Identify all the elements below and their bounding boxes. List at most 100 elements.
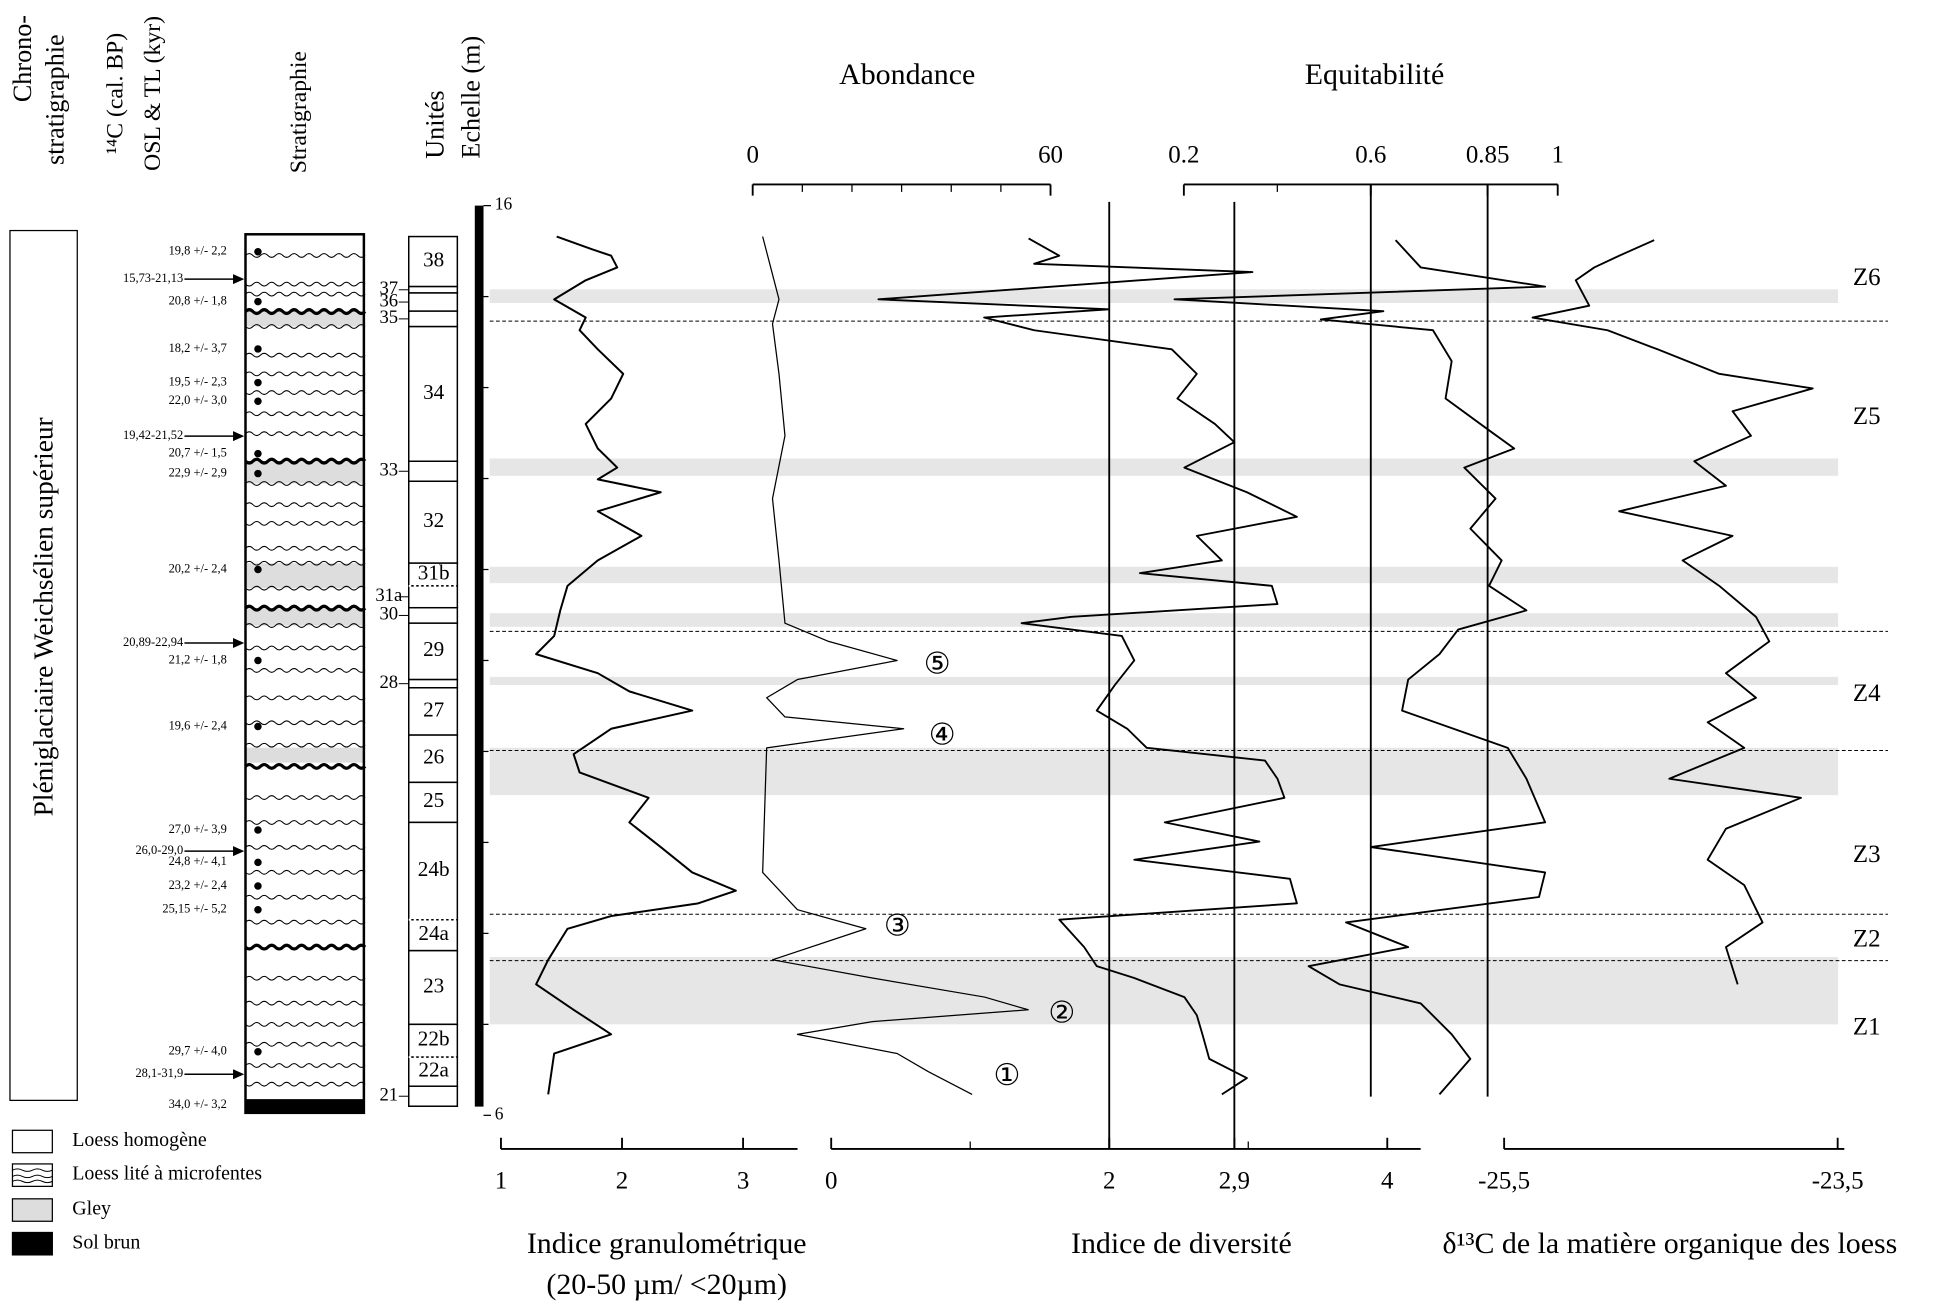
axis-tick-label: 2: [616, 1167, 628, 1194]
osl-date: 22,0 +/- 3,0: [169, 393, 227, 407]
unit: [407, 678, 459, 689]
zone-label: Z6: [1853, 264, 1881, 291]
axis-tick-label: -23,5: [1812, 1167, 1864, 1194]
unit-label: 37: [379, 278, 398, 299]
sample-dot: [254, 469, 262, 478]
unit-label: 32: [423, 508, 444, 532]
strat-line: [245, 1081, 366, 1087]
axis-title: Equitabilité: [1305, 58, 1444, 91]
unit-label: 26: [423, 745, 444, 769]
sample-dot: [254, 297, 262, 306]
c14-arrowhead: [233, 431, 245, 442]
legend-label: Sol brun: [72, 1231, 140, 1253]
axis-tick-label: 2,9: [1219, 1167, 1250, 1194]
peak-label: ③: [884, 909, 911, 942]
unit-label: 30: [379, 604, 398, 625]
unit-label: 29: [423, 637, 444, 661]
axis-tick-label: -25,5: [1478, 1167, 1530, 1194]
gley-band: [489, 613, 1839, 627]
header: Chrono-: [8, 15, 37, 102]
unit-label: 34: [423, 380, 445, 404]
c14-arrowhead: [233, 274, 245, 285]
legend-label: Gley: [72, 1198, 111, 1220]
unit-label: 27: [423, 697, 444, 721]
unit: [407, 325, 459, 462]
strat-line: [245, 253, 366, 258]
strat-line: [245, 521, 366, 526]
strat-line: [244, 762, 367, 770]
curve: [762, 236, 1029, 1095]
axis-tick-label: 0.85: [1466, 142, 1510, 169]
strat-line: [245, 390, 366, 395]
chrono-label: Pléniglaciaire Weichsélien supérieur: [28, 417, 58, 816]
osl-date: 20,8 +/- 1,8: [169, 293, 227, 307]
unit-label: 28: [379, 672, 398, 693]
strat-line: [245, 352, 366, 358]
unit-label: 36: [379, 290, 398, 311]
strat-line: [245, 645, 366, 651]
unit: [407, 949, 459, 1026]
content: Chrono-stratigraphie ¹⁴C (cal. BP) OSL & T…: [8, 15, 1897, 1301]
sample-dot: [254, 858, 262, 867]
unit-label: 35: [379, 307, 398, 328]
gley-band: [489, 289, 1839, 303]
strat-line: [245, 371, 366, 377]
strat-line: [244, 457, 367, 465]
sample-dot: [254, 565, 262, 574]
osl-date: 19,5 +/- 2,3: [169, 374, 227, 388]
strat-line: [245, 324, 366, 329]
axis-subtitle: (20-50 µm/ <20µm): [546, 1268, 787, 1301]
sample-dot: [254, 882, 262, 890]
strat-line: [245, 431, 366, 437]
unit: [407, 687, 459, 736]
strat-line: [245, 585, 366, 591]
legend-swatch-line: [12, 1179, 53, 1184]
unit: [407, 781, 459, 824]
c14-arrowhead: [233, 1069, 245, 1080]
strat-line: [245, 919, 366, 925]
gley-bands: [489, 289, 1839, 1025]
sample-dot: [254, 378, 262, 387]
unit: [407, 734, 459, 784]
axis-tick-label: 0.6: [1355, 142, 1386, 169]
depth-tick-label: 6: [495, 1103, 504, 1123]
osl-date: 25,15 +/- 5,2: [162, 902, 226, 916]
strat-line: [245, 869, 366, 875]
osl-date: 27,0 +/- 3,9: [169, 822, 227, 836]
sample-dot: [254, 345, 262, 353]
c14-date: 26,0-29,0: [135, 843, 183, 857]
unit-label: 22a: [418, 1058, 449, 1082]
osl-date: 19,8 +/- 2,2: [169, 244, 227, 258]
strat-line: [245, 845, 366, 850]
unit: [407, 310, 459, 328]
axis-title: Indice de diversité: [1071, 1227, 1292, 1260]
unit: [407, 460, 459, 483]
zone-label: Z5: [1853, 403, 1881, 430]
zone-label: Z1: [1853, 1014, 1881, 1041]
sample-dot: [254, 722, 262, 731]
strat-line: [245, 894, 366, 900]
unit: [407, 292, 459, 312]
c14-arrowhead: [233, 638, 245, 649]
peak-label: ②: [1048, 996, 1075, 1029]
legend-swatch: [11, 1163, 53, 1187]
strat-line: [244, 604, 367, 612]
strat-column: [244, 233, 366, 1115]
strat-line: [245, 820, 366, 825]
strat-gley: [245, 563, 364, 589]
strat-line: [245, 281, 366, 287]
strat-line: [245, 560, 366, 566]
axis-tick-label: 2: [1103, 1167, 1115, 1194]
c14-date: 19,42-21,52: [123, 428, 183, 442]
axis-title: δ¹³C de la matière organique des loess: [1442, 1227, 1897, 1260]
axis-tick-label: 1: [1551, 142, 1563, 169]
axis-tick-label: 1: [495, 1167, 507, 1194]
peak-label: ⑤: [924, 648, 951, 681]
header: stratigraphie: [40, 34, 69, 165]
unit-label: 24b: [418, 857, 450, 881]
legend-swatch: [11, 1129, 53, 1154]
c14-date: 15,73-21,13: [123, 271, 183, 285]
legend-swatch: [11, 1231, 53, 1256]
sample-dot: [254, 656, 262, 665]
